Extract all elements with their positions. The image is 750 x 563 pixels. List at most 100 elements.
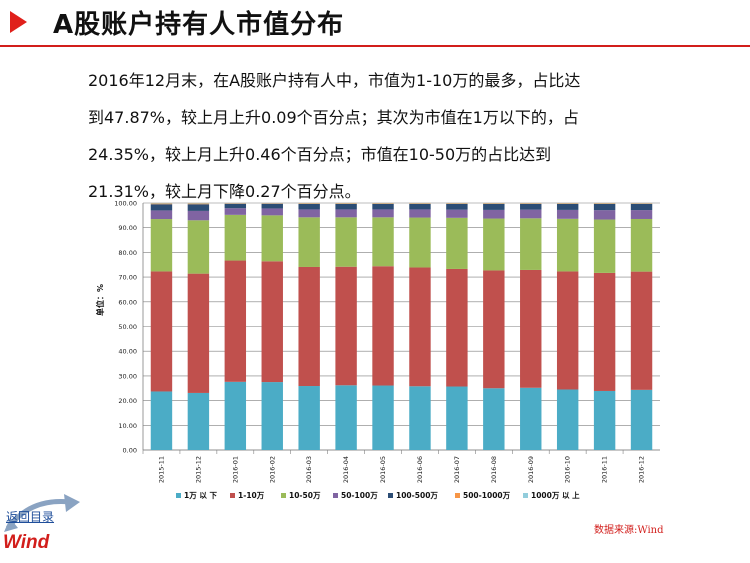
bar-segment [556,209,579,219]
x-tick-label: 2016-07 [453,456,461,483]
legend-swatch [281,493,286,498]
bar-segment [261,215,283,262]
bar-segment [446,203,468,210]
y-tick-label: 30.00 [118,372,137,380]
x-tick-label: 2016-10 [564,456,572,483]
x-tick-label: 2016-04 [342,456,350,483]
bar-segment [298,203,320,210]
bar-segment [630,203,653,211]
bar-segment [446,217,468,269]
bar-segment [335,209,357,218]
bar-segment [372,385,394,450]
bar-segment [520,218,542,270]
bar-segment [630,271,653,390]
bar-segment [483,388,505,450]
bar-segment [261,208,283,216]
bar-segment [150,391,173,450]
bar-segment [372,217,394,267]
bar-segment [409,217,431,268]
bar-segment [224,260,247,382]
title-divider [0,45,750,47]
bar-segment [593,203,616,204]
bar-segment [556,218,579,272]
bar-segment [409,209,431,218]
bar-segment [298,386,320,450]
bar-segment [556,271,579,390]
play-arrow-icon [10,11,27,33]
bar-segment [630,203,653,204]
x-tick-label: 2016-01 [231,456,239,483]
bar-segment [556,203,579,210]
back-link-label[interactable]: 返回目录 [6,510,55,524]
bar-segment [520,203,542,210]
paragraph-line: 到47.87%，较上月上升0.09个百分点；其次为市值在1万以下的，占 [88,108,579,127]
bar-segment [520,203,542,204]
bar-segment [409,203,431,210]
bar-segment [409,267,431,387]
bar-segment [446,386,468,450]
bar-segment [446,209,468,218]
legend-swatch [523,493,528,498]
y-tick-label: 100.00 [114,200,137,208]
y-tick-label: 50.00 [118,323,137,331]
bar-segment [556,203,579,204]
bar-segment [483,218,505,271]
data-source: 数据来源:Wind [594,525,664,536]
x-tick-label: 2016-06 [416,456,424,483]
bar-segment [520,387,542,450]
bar-segment [593,203,616,211]
y-tick-label: 10.00 [118,422,137,430]
bar-segment [556,389,579,450]
y-tick-label: 70.00 [118,274,137,282]
x-tick-label: 2016-02 [268,456,276,483]
bar-segment [224,203,247,209]
bar-segment [372,203,394,210]
bar-segment [298,266,320,387]
return-arrow-icon [4,494,80,532]
bar-segment [298,209,320,218]
bar-segment [224,208,247,215]
legend-label: 500-1000万 [463,491,511,500]
legend-swatch [455,493,460,498]
bar-segment [261,382,283,450]
bar-segment [187,210,210,221]
bar-segment [150,271,173,392]
legend-label: 1万 以 下 [184,491,217,500]
bar-segment [593,272,616,391]
bar-segment [593,390,616,450]
bar-segment [372,209,394,218]
legend-label: 1000万 以 上 [531,490,580,500]
bar-segment [446,268,468,387]
bar-segment [335,203,357,204]
bar-segment [187,203,210,205]
x-tick-label: 2016-03 [305,456,313,483]
legend-swatch [230,493,235,498]
y-tick-label: 20.00 [118,397,137,405]
legend-swatch [176,493,181,498]
bar-segment [335,203,357,210]
bar-segment [187,204,210,211]
back-to-contents[interactable]: 返回目录 Wind [0,488,95,558]
summary-paragraph: 2016年12月末，在A股账户持有人中，市值为1-10万的最多，占比达 到47.… [88,62,663,210]
bar-segment [335,217,357,267]
x-tick-label: 2015-12 [194,456,202,483]
paragraph-line: 24.35%，较上月上升0.46个百分点；市值在10-50万的占比达到 [88,145,552,164]
bar-segment [150,219,173,272]
bar-segment [150,210,173,220]
paragraph-line: 2016年12月末，在A股账户持有人中，市值为1-10万的最多，占比达 [88,71,581,90]
bar-segment [187,273,210,393]
bar-segment [261,261,283,383]
bar-segment [187,392,210,450]
bar-segment [446,203,468,204]
bar-segment [593,210,616,220]
legend-label: 50-100万 [341,491,378,500]
bar-segment [630,389,653,450]
bar-segment [372,266,394,386]
x-tick-label: 2016-08 [490,456,498,483]
bar-segment [150,203,173,205]
bar-segment [150,204,173,211]
legend-swatch [333,493,338,498]
bar-segment [483,203,505,204]
bar-segment [224,214,247,261]
